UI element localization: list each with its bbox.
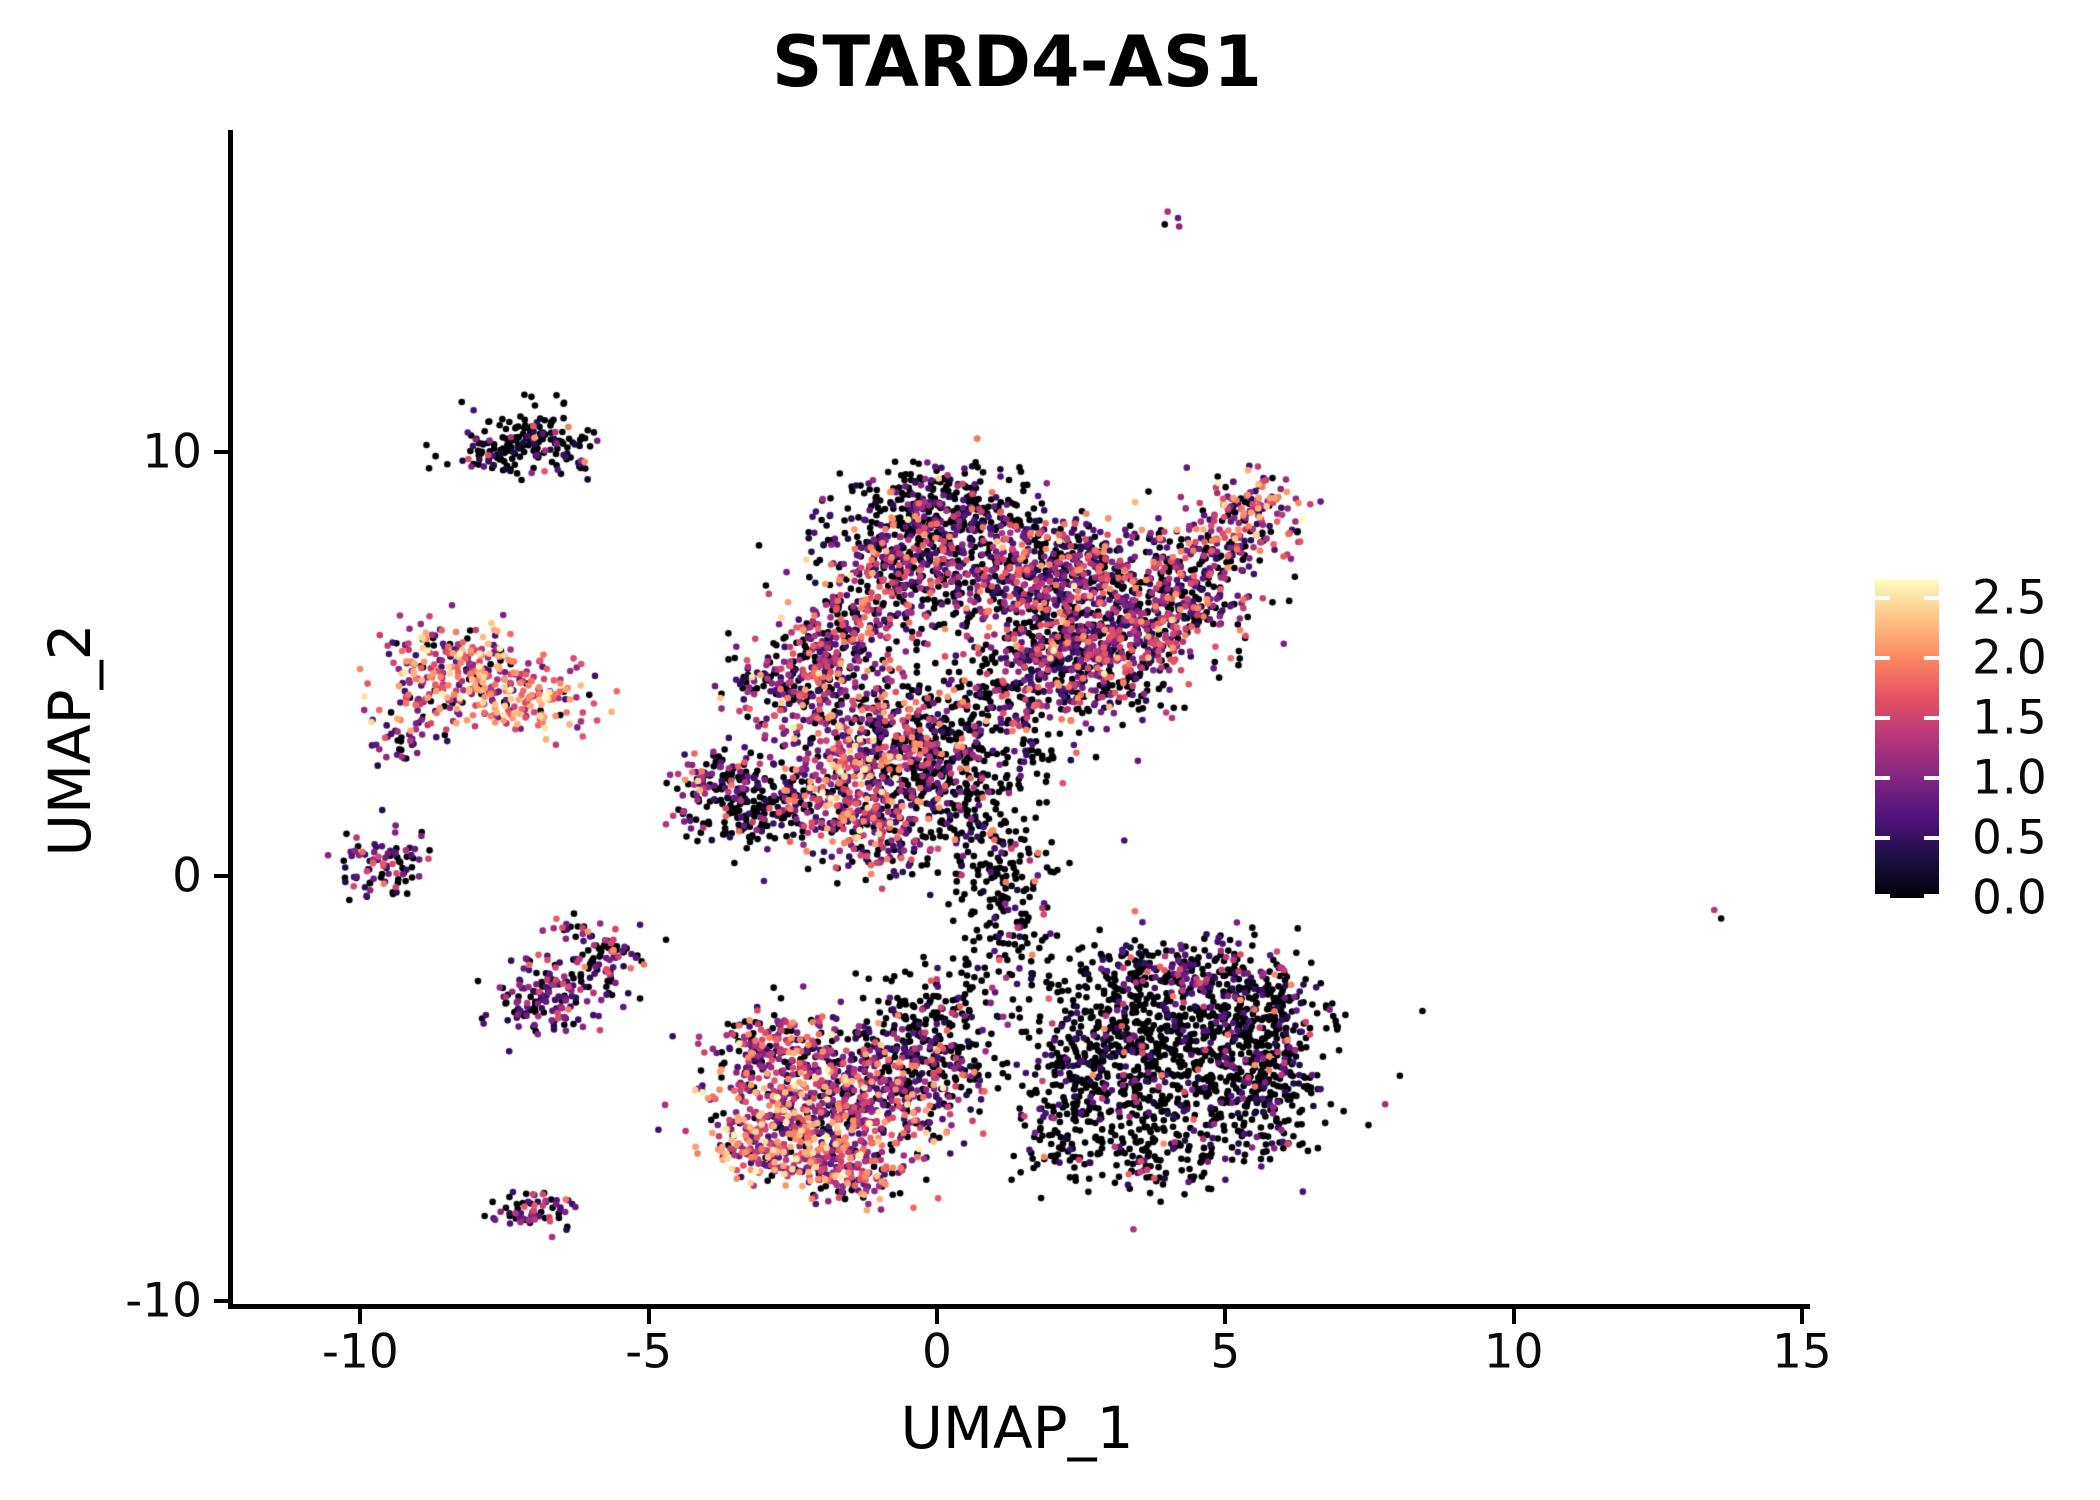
colorbar-tick-label-1.0: 1.0: [1972, 750, 2047, 806]
y-tick-mark--10: [214, 1298, 229, 1303]
colorbar-gradient: [1875, 579, 1939, 898]
colorbar-tick-mark-2.5: [1875, 596, 1890, 600]
y-tick-label--10: -10: [125, 1273, 202, 1328]
y-axis-title: UMAP_2: [36, 623, 104, 857]
colorbar-tick-label-2.0: 2.0: [1972, 630, 2047, 686]
x-tick-mark-5: [1223, 1309, 1228, 1324]
colorbar-tick-mark-0.0: [1875, 894, 1890, 898]
x-tick-mark-0: [935, 1309, 939, 1324]
colorbar-tick-mark-2.0: [1924, 656, 1939, 660]
colorbar-tick-mark-2.5: [1924, 596, 1939, 600]
plot-title: STARD4-AS1: [772, 21, 1262, 103]
colorbar-tick-label-1.5: 1.5: [1972, 690, 2047, 746]
colorbar-tick-mark-0.0: [1924, 894, 1939, 898]
x-tick-mark--10: [358, 1309, 363, 1324]
colorbar-legend: [1875, 579, 1939, 898]
colorbar-tick-mark-0.5: [1875, 836, 1890, 840]
x-axis-line: [228, 1304, 1810, 1309]
x-tick-label-0: 0: [922, 1324, 952, 1380]
colorbar-tick-label-2.5: 2.5: [1972, 570, 2047, 626]
colorbar-tick-mark-1.0: [1875, 776, 1890, 780]
y-tick-label-10: 10: [142, 424, 202, 479]
colorbar-tick-label-0.5: 0.5: [1972, 810, 2047, 866]
colorbar-tick-mark-0.5: [1924, 836, 1939, 840]
x-tick-mark--5: [646, 1309, 651, 1324]
x-tick-mark-15: [1799, 1309, 1804, 1324]
y-tick-mark-0: [214, 874, 229, 878]
x-axis-title: UMAP_1: [900, 1394, 1134, 1462]
y-axis-line: [228, 130, 233, 1309]
y-tick-mark-10: [214, 449, 229, 454]
x-tick-mark-10: [1511, 1309, 1516, 1324]
colorbar-tick-label-0.0: 0.0: [1972, 870, 2047, 926]
colorbar-tick-mark-1.5: [1875, 716, 1890, 720]
x-tick-label--5: -5: [625, 1324, 673, 1380]
x-tick-label-10: 10: [1483, 1324, 1544, 1380]
colorbar-tick-mark-2.0: [1875, 656, 1890, 660]
x-tick-label-15: 15: [1771, 1324, 1832, 1380]
y-tick-label-0: 0: [172, 848, 202, 904]
x-tick-label--10: -10: [322, 1324, 399, 1380]
x-tick-label-5: 5: [1210, 1324, 1241, 1380]
colorbar-tick-mark-1.0: [1924, 776, 1939, 780]
colorbar-tick-mark-1.5: [1924, 716, 1939, 720]
